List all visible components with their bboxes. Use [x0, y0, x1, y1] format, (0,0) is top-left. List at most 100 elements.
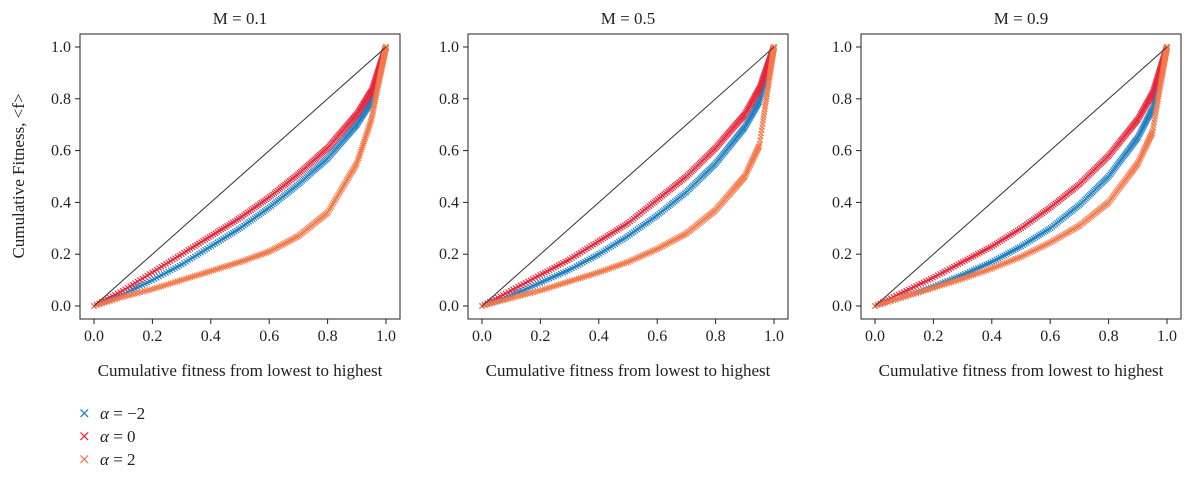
- y-tick-label: 0.8: [439, 91, 459, 108]
- data-point: [226, 262, 233, 269]
- y-tick-label: 0.6: [51, 143, 71, 160]
- data-point: [615, 262, 622, 269]
- y-tick-label: 0.4: [51, 194, 71, 211]
- data-point: [362, 134, 369, 141]
- data-point: [642, 251, 649, 257]
- data-point: [625, 258, 632, 265]
- data-point: [1035, 245, 1042, 252]
- legend: × α = −2 × α = 0 × α = 2: [78, 402, 145, 471]
- data-point: [756, 98, 763, 105]
- legend-greek-alpha-0: α: [100, 426, 109, 446]
- data-point: [363, 131, 370, 138]
- data-point: [652, 246, 659, 253]
- data-point: [1012, 255, 1019, 262]
- y-tick-label: 0.4: [832, 194, 852, 211]
- y-tick-label: 1.0: [439, 39, 459, 56]
- data-point: [1030, 247, 1037, 254]
- data-point: [242, 256, 249, 263]
- x-tick-label: 1.0: [376, 328, 396, 345]
- x-tick-label: 0.0: [472, 328, 492, 345]
- data-point: [742, 171, 749, 178]
- data-point: [610, 264, 617, 271]
- series-markers: [479, 44, 777, 309]
- data-point: [1135, 160, 1141, 167]
- x-axis-label: Cumulative fitness from lowest to highes…: [98, 361, 383, 380]
- data-point: [1137, 155, 1144, 162]
- legend-value-alpha-neg2: = −2: [108, 403, 146, 423]
- y-tick-label: 0.0: [439, 298, 459, 315]
- data-point: [1137, 153, 1144, 160]
- data-point: [1039, 243, 1046, 250]
- x-tick-label: 0.8: [706, 328, 726, 345]
- data-point: [366, 122, 373, 129]
- plot-frame: [860, 33, 1182, 320]
- data-point: [604, 266, 611, 273]
- data-point: [764, 91, 770, 98]
- data-point: [649, 248, 656, 255]
- legend-greek-alpha-2: α: [100, 449, 109, 469]
- data-point: [1025, 250, 1032, 257]
- data-point: [1149, 89, 1156, 96]
- data-point: [648, 248, 655, 255]
- data-point: [1008, 257, 1015, 264]
- data-point: [224, 262, 231, 269]
- plot-frame: [467, 33, 789, 320]
- x-tick-label: 0.4: [201, 328, 221, 345]
- y-tick-label: 0.6: [439, 143, 459, 160]
- data-point: [365, 125, 372, 132]
- data-point: [1010, 256, 1017, 263]
- data-point: [218, 264, 225, 271]
- data-point: [602, 267, 609, 273]
- legend-item-alpha-neg2: × α = −2: [78, 402, 145, 425]
- x-tick-label: 0.6: [259, 328, 279, 345]
- x-tick-label: 0.4: [589, 328, 609, 345]
- data-point: [233, 260, 240, 267]
- data-point: [251, 253, 258, 260]
- data-point: [360, 140, 367, 147]
- legend-label-alpha-neg2: α = −2: [100, 404, 145, 424]
- diagonal-reference-line: [874, 46, 1168, 307]
- data-point: [628, 257, 635, 264]
- data-point: [617, 261, 624, 268]
- legend-item-alpha-0: × α = 0: [78, 425, 145, 448]
- y-tick-label: 0.2: [439, 246, 459, 263]
- data-point: [651, 247, 658, 254]
- data-point: [364, 129, 371, 136]
- plot-frame: [79, 33, 401, 320]
- data-point: [261, 250, 268, 257]
- data-point: [227, 261, 234, 268]
- data-point: [249, 254, 256, 261]
- x-axis-label: Cumulative fitness from lowest to highes…: [486, 361, 771, 380]
- y-tick-label: 0.4: [439, 194, 459, 211]
- data-point: [644, 250, 651, 257]
- data-point: [1014, 255, 1021, 262]
- data-point: [630, 256, 637, 263]
- data-point: [222, 263, 229, 270]
- data-point: [361, 136, 368, 143]
- x-tick-label: 0.6: [1040, 328, 1060, 345]
- data-point: [634, 254, 641, 261]
- data-point: [1042, 241, 1049, 248]
- data-point: [372, 98, 379, 105]
- legend-value-alpha-2: = 2: [108, 449, 136, 469]
- data-point: [1045, 240, 1052, 247]
- data-point: [258, 251, 265, 258]
- data-point: [1034, 245, 1041, 252]
- data-point: [364, 127, 371, 134]
- y-tick-label: 0.8: [51, 91, 71, 108]
- data-point: [1023, 251, 1030, 258]
- data-point: [253, 253, 260, 260]
- legend-item-alpha-2: × α = 2: [78, 448, 145, 471]
- data-point: [614, 262, 621, 269]
- x-tick-label: 0.8: [318, 328, 338, 345]
- panel-title: M = 0.1: [213, 9, 267, 28]
- data-point: [632, 255, 639, 262]
- panel-2: M = 0.5 0.0 0.2 0.4 0.6 0.8 1.0 0.0 0.2 0.4 0.6 0.8…: [439, 9, 789, 380]
- data-point: [612, 263, 619, 270]
- data-point: [742, 173, 748, 180]
- x-tick-label: 1.0: [1157, 328, 1177, 345]
- data-point: [235, 259, 242, 266]
- data-point: [367, 120, 374, 127]
- legend-label-alpha-2: α = 2: [100, 450, 136, 470]
